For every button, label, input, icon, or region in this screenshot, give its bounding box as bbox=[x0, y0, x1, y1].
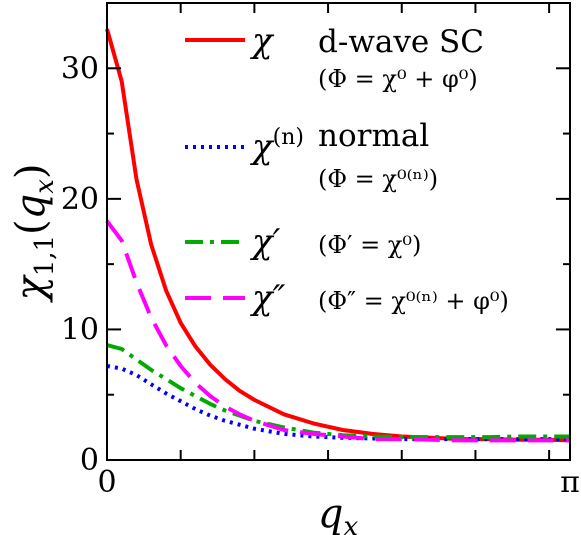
y-tick-label-3: 30 bbox=[61, 51, 99, 86]
legend-note-1: (Φ = χ⁰⁽ⁿ⁾) bbox=[318, 165, 438, 193]
series-line-1 bbox=[106, 364, 570, 442]
plot-frame bbox=[106, 2, 571, 461]
legend-note-3: (Φ″ = χ⁰⁽ⁿ⁾ + φ⁰) bbox=[318, 287, 509, 315]
x-axis-label-sub: x bbox=[343, 512, 358, 535]
legend: χ d-wave SC (Φ = χ⁰ + φ⁰) χ(n) normal (Φ = χ⁰… bbox=[185, 21, 509, 318]
series-line-3 bbox=[105, 219, 570, 443]
legend-label-0: d-wave SC bbox=[318, 24, 484, 60]
svg-text:χ1,1(qx): χ1,1(qx) bbox=[8, 163, 60, 303]
y-tick-label-0: 0 bbox=[80, 443, 99, 478]
legend-symbol-3: χ″ bbox=[250, 278, 286, 318]
legend-note-2: (Φ′ = χ⁰) bbox=[318, 231, 421, 259]
legend-symbol-0: χ bbox=[250, 21, 275, 61]
x-axis-label: qx bbox=[318, 491, 359, 535]
x-tick-label-0: 0 bbox=[97, 465, 116, 500]
legend-label-1: normal bbox=[318, 118, 429, 154]
series-layer bbox=[105, 28, 570, 443]
y-tick-label-2: 20 bbox=[61, 182, 99, 217]
x-axis-label-main: q bbox=[318, 491, 344, 535]
y-axis-label: χ1,1(qx) bbox=[8, 163, 60, 303]
legend-symbol-1: χ(n) bbox=[250, 125, 304, 167]
x-tick-label-1: π bbox=[560, 465, 580, 500]
legend-symbol-2: χ′ bbox=[250, 222, 281, 262]
legend-note-0: (Φ = χ⁰ + φ⁰) bbox=[318, 65, 478, 93]
tick-layer: 0 10 20 30 0 π bbox=[61, 3, 580, 500]
y-tick-label-1: 10 bbox=[61, 312, 99, 347]
